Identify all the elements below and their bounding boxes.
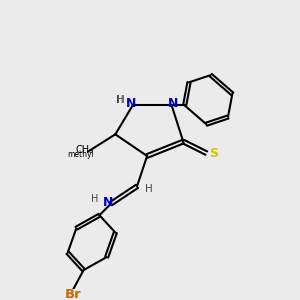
Text: Br: Br	[65, 288, 82, 300]
Text: H: H	[116, 95, 124, 105]
Text: methyl: methyl	[67, 150, 94, 159]
Text: N: N	[126, 98, 136, 110]
Text: CH₃: CH₃	[76, 145, 94, 155]
Text: N: N	[168, 98, 178, 110]
Text: S: S	[209, 147, 218, 160]
Text: N: N	[103, 196, 113, 209]
Text: H: H	[145, 184, 152, 194]
Text: H: H	[117, 95, 125, 105]
Text: H: H	[92, 194, 99, 204]
